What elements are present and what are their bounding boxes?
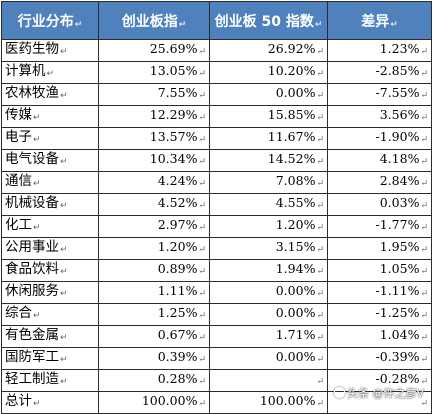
chinext50-cell: 0.00%↵: [209, 83, 328, 106]
table-row: 电气设备↵ 10.34%↵ 14.52%↵ 4.18%↵: [1, 149, 432, 172]
difference-cell: 2.84%↵: [327, 171, 432, 194]
industry-cell: 农林牧渔↵: [1, 83, 99, 106]
chinext50-cell: 1.94%↵: [209, 259, 328, 282]
table-row: 医药生物↵ 25.69%↵ 26.92%↵ 1.23%↵: [1, 39, 432, 62]
header-industry: 行业分布↵: [1, 1, 99, 40]
chinext-cell: 4.52%↵: [98, 193, 210, 216]
difference-cell: -7.55%↵: [327, 83, 432, 106]
difference-cell: ↵: [327, 391, 432, 414]
toutiao-logo-icon: [333, 387, 345, 398]
chinext50-cell: 15.85%↵: [209, 105, 328, 128]
header-chinext50-index: 创业板 50 指数↵: [209, 1, 328, 40]
chinext-cell: 10.34%↵: [98, 149, 210, 172]
watermark: 头条 @许之彦V: [333, 385, 424, 401]
table-row: 通信↵ 4.24%↵ 7.08%↵ 2.84%↵: [1, 171, 432, 194]
industry-cell: 综合↵: [1, 303, 99, 326]
industry-cell: 国防军工↵: [1, 347, 99, 370]
industry-cell: 有色金属↵: [1, 325, 99, 348]
chinext50-cell: 0.00%↵: [209, 281, 328, 304]
difference-cell: 0.03%↵: [327, 193, 432, 216]
chinext50-cell: 1.20%↵: [209, 215, 328, 238]
difference-cell: -1.90%↵: [327, 127, 432, 150]
chinext-cell: 13.57%↵: [98, 127, 210, 150]
difference-cell: -0.28%↵: [327, 369, 432, 392]
header-row: 行业分布↵ 创业板指↵ 创业板 50 指数↵ 差异↵: [1, 1, 432, 40]
table-row: 化工↵ 2.97%↵ 1.20%↵ -1.77%↵: [1, 215, 432, 238]
difference-cell: -0.39%↵: [327, 347, 432, 370]
chinext-cell: 0.89%↵: [98, 259, 210, 282]
difference-cell: -1.25%↵: [327, 303, 432, 326]
chinext50-cell: 4.55%↵: [209, 193, 328, 216]
difference-cell: 1.95%↵: [327, 237, 432, 260]
industry-cell: 总计↵: [1, 391, 99, 414]
difference-cell: -1.11%↵: [327, 281, 432, 304]
chinext50-cell: 100.00%↵: [209, 391, 328, 414]
chinext50-cell: ↵: [209, 369, 328, 392]
table-row: 电子↵ 13.57%↵ 11.67%↵ -1.90%↵: [1, 127, 432, 150]
chinext50-cell: 10.20%↵: [209, 61, 328, 84]
table-row: 机械设备↵ 4.52%↵ 4.55%↵ 0.03%↵: [1, 193, 432, 216]
table-row: 综合↵ 1.25%↵ 0.00%↵ -1.25%↵: [1, 303, 432, 326]
difference-cell: 1.23%↵: [327, 39, 432, 62]
chinext50-cell: 26.92%↵: [209, 39, 328, 62]
chinext-cell: 1.20%↵: [98, 237, 210, 260]
header-difference: 差异↵: [327, 1, 432, 40]
chinext-cell: 0.28%↵: [98, 369, 210, 392]
chinext50-cell: 0.00%↵: [209, 303, 328, 326]
industry-cell: 电子↵: [1, 127, 99, 150]
chinext50-cell: 1.71%↵: [209, 325, 328, 348]
table-row: 有色金属↵ 0.67%↵ 1.71%↵ 1.04%↵: [1, 325, 432, 348]
table-row: 公用事业↵ 1.20%↵ 3.15%↵ 1.95%↵: [1, 237, 432, 260]
difference-cell: 1.04%↵: [327, 325, 432, 348]
industry-cell: 食品饮料↵: [1, 259, 99, 282]
header-chinext-index: 创业板指↵: [98, 1, 210, 40]
table-row: 总计↵ 100.00%↵ 100.00%↵ ↵: [1, 391, 432, 414]
difference-cell: -2.85%↵: [327, 61, 432, 84]
industry-cell: 电气设备↵: [1, 149, 99, 172]
chinext-cell: 0.67%↵: [98, 325, 210, 348]
chinext50-cell: 14.52%↵: [209, 149, 328, 172]
difference-cell: 4.18%↵: [327, 149, 432, 172]
chinext-cell: 12.29%↵: [98, 105, 210, 128]
industry-cell: 化工↵: [1, 215, 99, 238]
industry-cell: 通信↵: [1, 171, 99, 194]
chinext50-cell: 11.67%↵: [209, 127, 328, 150]
chinext-cell: 1.11%↵: [98, 281, 210, 304]
chinext-cell: 1.25%↵: [98, 303, 210, 326]
chinext50-cell: 3.15%↵: [209, 237, 328, 260]
table-row: 国防军工↵ 0.39%↵ 0.00%↵ -0.39%↵: [1, 347, 432, 370]
chinext-cell: 13.05%↵: [98, 61, 210, 84]
chinext50-cell: 0.00%↵: [209, 347, 328, 370]
chinext-cell: 4.24%↵: [98, 171, 210, 194]
chinext-cell: 7.55%↵: [98, 83, 210, 106]
table-row: 食品饮料↵ 0.89%↵ 1.94%↵ 1.05%↵: [1, 259, 432, 282]
table-row: 休闲服务↵ 1.11%↵ 0.00%↵ -1.11%↵: [1, 281, 432, 304]
table-row: 农林牧渔↵ 7.55%↵ 0.00%↵ -7.55%↵: [1, 83, 432, 106]
table-row: 轻工制造↵ 0.28%↵ ↵ -0.28%↵: [1, 369, 432, 392]
difference-cell: 3.56%↵: [327, 105, 432, 128]
difference-cell: 1.05%↵: [327, 259, 432, 282]
chinext-cell: 0.39%↵: [98, 347, 210, 370]
industry-cell: 轻工制造↵: [1, 369, 99, 392]
chinext-cell: 25.69%↵: [98, 39, 210, 62]
industry-cell: 休闲服务↵: [1, 281, 99, 304]
chinext-cell: 100.00%↵: [98, 391, 210, 414]
chinext-cell: 2.97%↵: [98, 215, 210, 238]
table-row: 传媒↵ 12.29%↵ 15.85%↵ 3.56%↵: [1, 105, 432, 128]
difference-cell: -1.77%↵: [327, 215, 432, 238]
chinext50-cell: 7.08%↵: [209, 171, 328, 194]
industry-cell: 机械设备↵: [1, 193, 99, 216]
industry-cell: 医药生物↵: [1, 39, 99, 62]
industry-cell: 公用事业↵: [1, 237, 99, 260]
industry-cell: 传媒↵: [1, 105, 99, 128]
table-row: 计算机↵ 13.05%↵ 10.20%↵ -2.85%↵: [1, 61, 432, 84]
industry-cell: 计算机↵: [1, 61, 99, 84]
